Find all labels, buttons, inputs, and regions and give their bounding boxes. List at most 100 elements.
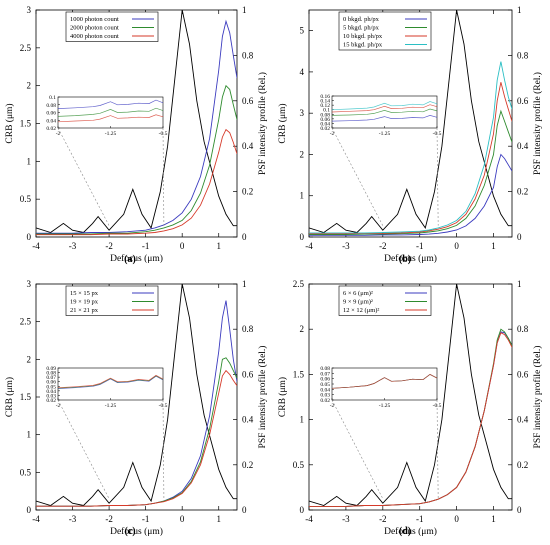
crb-series-line-1 bbox=[309, 153, 512, 236]
inset-x-tick-label: -2 bbox=[56, 131, 61, 137]
inset-series-line-1 bbox=[57, 375, 164, 389]
inset-y-tick-label: 0.16 bbox=[320, 94, 330, 100]
inset-x-tick-label: -1.25 bbox=[105, 131, 117, 137]
inset-connector bbox=[436, 127, 439, 226]
inset-y-tick-label: 0.07 bbox=[46, 375, 56, 381]
y2-axis-label: PSF intensity profile (Rel.) bbox=[532, 72, 543, 175]
psf-profile-line bbox=[309, 284, 512, 506]
inset-connector bbox=[57, 127, 110, 226]
inset-y-tick-label: 0.09 bbox=[46, 366, 56, 372]
y2-tick-label: 0 bbox=[242, 505, 247, 515]
y-tick-label: 2 bbox=[300, 324, 305, 334]
y2-tick-label: 0.8 bbox=[517, 50, 529, 60]
crb-series-line-3 bbox=[309, 82, 512, 235]
y-axis-label: CRB (μm) bbox=[277, 103, 288, 143]
inset-y-tick-label: 0.08 bbox=[46, 371, 56, 377]
legend-label: 19 × 19 px bbox=[70, 299, 99, 306]
inset-x-tick-label: -0.5 bbox=[433, 403, 442, 409]
x-tick-label: -3 bbox=[342, 514, 350, 524]
x-tick-label: -2 bbox=[379, 241, 387, 251]
y2-tick-label: 0.8 bbox=[517, 324, 529, 334]
inset-frame bbox=[331, 367, 438, 401]
inset-y-tick-label: 0.06 bbox=[320, 117, 330, 123]
y2-tick-label: 0.6 bbox=[517, 369, 529, 379]
panel-b: -4 -3 -2 -1 0 1 0 1 2 3 4 5 0 0.2 0.4 0.6 0.8 1 Defocus (μ… bbox=[277, 5, 543, 265]
inset-y-tick-label: 0.02 bbox=[320, 398, 330, 404]
y-tick-label: 1 bbox=[300, 191, 305, 201]
inset-series-line-2 bbox=[331, 108, 438, 116]
y-axis-label: CRB (μm) bbox=[4, 103, 15, 143]
inset-connector bbox=[162, 399, 165, 499]
legend-label: 12 × 12 (μm)² bbox=[343, 307, 379, 314]
y2-tick-label: 0.2 bbox=[242, 460, 253, 470]
psf-profile-line bbox=[36, 284, 237, 506]
x-axis-label: Defocus (μm) bbox=[110, 526, 163, 537]
inset: -2 -1.25 -0.5 0.160.140.120.10.080.060.040.… bbox=[320, 94, 442, 226]
x-tick-label: -4 bbox=[32, 514, 40, 524]
inset-connector bbox=[57, 399, 110, 499]
y-tick-label: 1.5 bbox=[293, 369, 305, 379]
inset-x-tick-label: -1.25 bbox=[105, 403, 117, 409]
inset-series-line-3 bbox=[331, 104, 438, 113]
inset-series-line-2 bbox=[57, 107, 164, 117]
inset-x-tick-label: -2 bbox=[330, 403, 335, 409]
inset-x-tick-label: -2 bbox=[330, 131, 335, 137]
crb-series-line-1 bbox=[309, 331, 512, 507]
x-tick-label: 0 bbox=[180, 241, 185, 251]
legend-label: 15 × 15 px bbox=[70, 290, 99, 297]
plot-frame bbox=[308, 283, 513, 511]
inset-y-tick-label: 0.07 bbox=[320, 371, 330, 377]
x-tick-label: -4 bbox=[305, 241, 313, 251]
y2-axis-label: PSF intensity profile (Rel.) bbox=[532, 346, 543, 449]
legend: 6 × 6 (μm)² 9 × 9 (μm)²12 × 12 (μm)² bbox=[338, 285, 432, 316]
y2-tick-label: 0.2 bbox=[242, 187, 253, 197]
y-tick-label: 0 bbox=[300, 232, 305, 242]
legend-label: 0 bkgd. ph/px bbox=[343, 16, 380, 23]
inset-y-tick-label: 0.03 bbox=[320, 393, 330, 399]
plot-area bbox=[36, 284, 237, 507]
y-tick-label: 0 bbox=[27, 232, 32, 242]
y2-tick-label: 1 bbox=[242, 5, 247, 15]
x-tick-label: -4 bbox=[305, 514, 313, 524]
inset-x-tick-label: -0.5 bbox=[433, 131, 442, 137]
x-axis-label: Defocus (μm) bbox=[384, 526, 437, 537]
panel-caption: (d) bbox=[399, 526, 411, 537]
y-tick-label: 1 bbox=[27, 430, 32, 440]
inset-series-line-2 bbox=[57, 375, 164, 389]
y-axis-label: CRB (μm) bbox=[4, 377, 15, 417]
inset-x-tick-label: -0.5 bbox=[159, 403, 168, 409]
y-tick-label: 1 bbox=[300, 415, 305, 425]
x-tick-label: -3 bbox=[69, 514, 77, 524]
x-tick-label: 0 bbox=[454, 241, 459, 251]
inset-y-tick-label: 0.14 bbox=[320, 99, 330, 105]
legend-label: 10 bkgd. ph/px bbox=[343, 33, 383, 40]
x-tick-label: 1 bbox=[491, 514, 496, 524]
inset-connector bbox=[331, 127, 384, 226]
y-tick-label: 2 bbox=[27, 354, 32, 364]
inset-y-tick-label: 0.12 bbox=[320, 103, 330, 109]
y2-axis-label: PSF intensity profile (Rel.) bbox=[257, 346, 268, 449]
inset-y-tick-label: 0.03 bbox=[46, 393, 56, 399]
y2-tick-label: 0.4 bbox=[242, 141, 254, 151]
legend-box bbox=[338, 285, 432, 316]
x-tick-label: -4 bbox=[32, 241, 40, 251]
legend-label: 15 bkgd. ph/px bbox=[343, 42, 383, 49]
inset-y-tick-label: 0.02 bbox=[320, 126, 330, 132]
panel-a: -4 -3 -2 -1 0 1 0 0.5 1 1.5 2 2.5 3 0 0.2 0.4 0.6 0.8 1 Def… bbox=[4, 5, 268, 265]
inset: -2 -1.25 -0.5 0.080.070.060.050.040.030.02 bbox=[320, 366, 442, 499]
y-tick-label: 2.5 bbox=[293, 279, 305, 289]
x-tick-label: -3 bbox=[342, 241, 350, 251]
plot-area bbox=[36, 10, 237, 236]
crb-series-line-3 bbox=[36, 369, 237, 507]
inset-series-line-3 bbox=[331, 373, 438, 389]
legend-label: 6 × 6 (μm)² bbox=[343, 290, 373, 297]
y2-tick-label: 0.4 bbox=[242, 415, 254, 425]
plot-frame bbox=[308, 9, 513, 238]
inset-y-tick-label: 0.08 bbox=[320, 112, 330, 118]
crb-series-line-1 bbox=[36, 300, 237, 507]
panel-d: -4 -3 -2 -1 0 1 0 0.5 1 1.5 2 2.5 0 0.2 0.4 0.6 0.8 1 Defo… bbox=[277, 279, 543, 537]
inset-y-tick-label: 0.04 bbox=[46, 389, 56, 395]
x-axis-label: Defocus (μm) bbox=[110, 253, 163, 264]
y-tick-label: 3 bbox=[27, 279, 32, 289]
